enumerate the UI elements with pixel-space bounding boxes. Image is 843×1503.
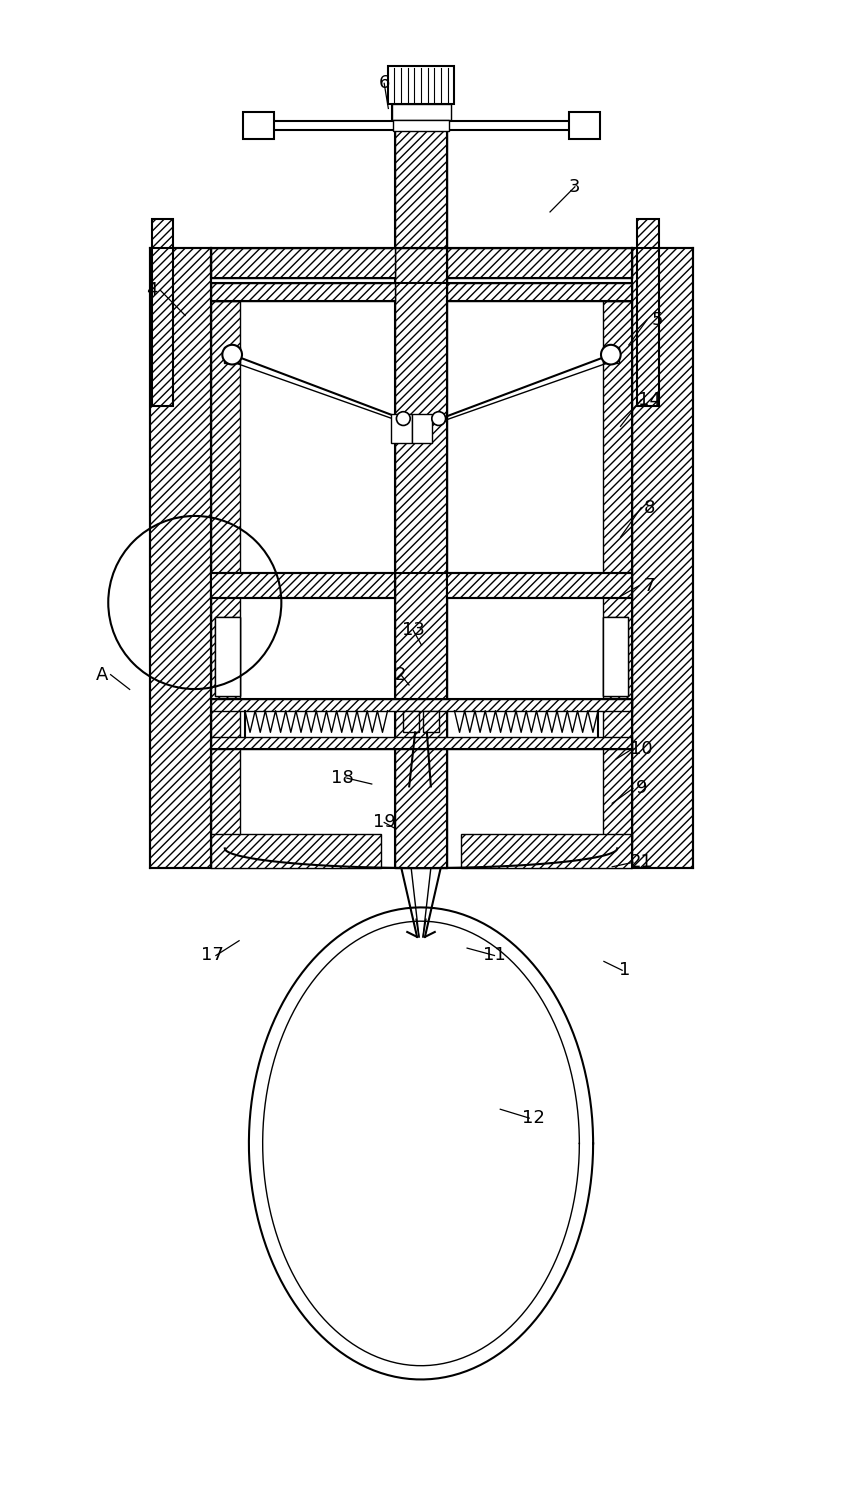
Bar (224, 347, 240, 362)
Text: 10: 10 (630, 739, 652, 758)
Bar (388, 66, 454, 104)
Text: 18: 18 (331, 770, 354, 788)
Circle shape (223, 344, 242, 365)
Bar (211, 738, 632, 748)
Circle shape (432, 412, 446, 425)
Text: 8: 8 (644, 499, 655, 517)
Bar (391, 104, 450, 120)
Text: 21: 21 (630, 854, 652, 872)
Text: 4: 4 (147, 281, 158, 299)
Bar (149, 248, 211, 869)
Bar (211, 834, 381, 869)
Bar (216, 618, 240, 696)
Bar (447, 573, 632, 598)
Bar (394, 120, 448, 131)
Bar (447, 248, 632, 278)
Bar (568, 111, 600, 140)
Text: 3: 3 (569, 177, 581, 195)
Bar (243, 111, 275, 140)
Text: 13: 13 (402, 621, 425, 639)
Text: 9: 9 (636, 780, 647, 798)
Text: 1: 1 (619, 962, 631, 980)
Bar (216, 618, 240, 696)
Bar (211, 248, 395, 278)
Bar (603, 347, 619, 362)
Bar (603, 301, 632, 839)
Circle shape (601, 344, 620, 365)
Bar (152, 219, 173, 406)
Bar (211, 283, 395, 301)
Bar (632, 248, 694, 869)
Bar (461, 834, 632, 869)
Text: 5: 5 (652, 311, 663, 329)
Bar (211, 301, 240, 839)
Bar (390, 413, 412, 443)
Bar (412, 413, 432, 443)
Text: 14: 14 (638, 391, 661, 409)
Text: 2: 2 (395, 666, 406, 684)
Circle shape (396, 412, 411, 425)
Bar (211, 699, 632, 711)
Bar (395, 105, 447, 248)
Bar (603, 618, 627, 696)
Text: 12: 12 (522, 1109, 545, 1127)
Text: 7: 7 (644, 577, 655, 595)
Bar (423, 711, 438, 732)
Text: 19: 19 (373, 813, 395, 831)
Bar (211, 573, 395, 598)
Bar (403, 711, 419, 732)
Bar (637, 219, 659, 406)
Bar (395, 248, 447, 869)
Bar (447, 283, 632, 301)
Text: A: A (96, 666, 109, 684)
Text: 6: 6 (379, 74, 389, 92)
Text: 17: 17 (201, 947, 224, 965)
Bar (603, 618, 627, 696)
Text: 11: 11 (483, 947, 506, 965)
